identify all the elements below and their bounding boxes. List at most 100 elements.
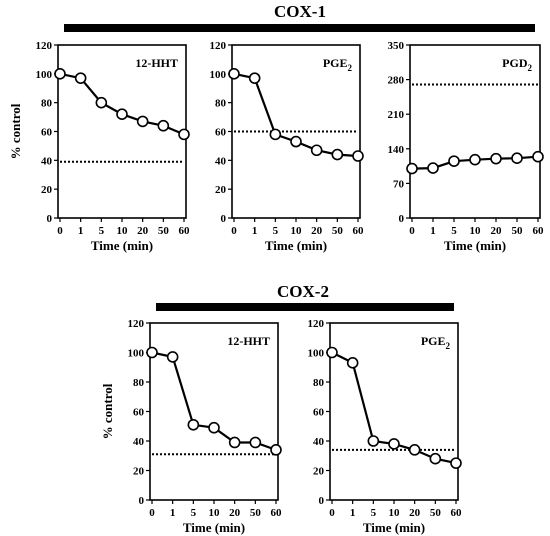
x-tick-label: 20 <box>229 507 241 519</box>
x-tick-label: 10 <box>389 507 401 519</box>
x-tick-label: 60 <box>353 225 365 237</box>
y-tick-label: 0 <box>399 213 405 225</box>
y-tick-label: 100 <box>210 69 227 81</box>
x-tick-label: 0 <box>409 225 415 237</box>
x-tick-label: 60 <box>533 225 545 237</box>
y-tick-label: 100 <box>36 69 53 81</box>
y-tick-label: 100 <box>308 348 325 360</box>
panel-label: 12-HHT <box>135 56 178 70</box>
y-tick-label: 80 <box>313 377 325 389</box>
x-tick-label: 10 <box>117 225 129 237</box>
y-axis-label: % control <box>8 103 23 159</box>
group-bar-cox1 <box>64 24 535 32</box>
y-tick-label: 60 <box>41 127 53 139</box>
x-tick-label: 5 <box>451 225 457 237</box>
data-point <box>54 68 66 80</box>
data-point <box>290 135 302 148</box>
y-tick-label: 0 <box>319 495 325 507</box>
data-point <box>450 457 462 469</box>
data-point <box>532 150 544 163</box>
y-tick-label: 80 <box>41 98 53 110</box>
x-tick-label: 10 <box>209 507 221 519</box>
panel-label-main: PGE <box>323 56 348 70</box>
x-axis-label: Time (min) <box>444 238 506 253</box>
x-tick-label: 50 <box>430 507 442 519</box>
data-point <box>116 108 128 120</box>
data-point <box>367 435 380 447</box>
plot-frame <box>409 44 541 219</box>
y-tick-label: 280 <box>388 75 405 87</box>
y-tick-label: 60 <box>215 127 227 139</box>
y-tick-label: 60 <box>133 407 145 419</box>
x-tick-label: 20 <box>311 225 323 237</box>
y-tick-label: 120 <box>308 318 325 330</box>
x-tick-label: 60 <box>451 507 463 519</box>
x-tick-label: 60 <box>179 225 191 237</box>
data-point <box>178 128 190 141</box>
y-axis-label: % control <box>100 383 115 439</box>
y-tick-label: 120 <box>210 40 227 52</box>
data-point <box>406 162 418 175</box>
y-tick-label: 40 <box>215 155 227 167</box>
y-tick-label: 60 <box>313 407 325 419</box>
x-tick-label: 5 <box>99 225 105 237</box>
x-tick-label: 10 <box>291 225 303 237</box>
data-point <box>352 150 364 162</box>
panel-label: PGE2 <box>323 56 353 73</box>
data-point <box>448 155 460 167</box>
data-point <box>469 153 481 166</box>
data-point <box>249 436 262 449</box>
plot-frame <box>329 322 459 501</box>
y-tick-label: 20 <box>313 466 325 478</box>
x-tick-label: 5 <box>371 507 377 519</box>
y-tick-label: 120 <box>36 40 53 52</box>
x-tick-label: 50 <box>332 225 344 237</box>
x-tick-label: 20 <box>409 507 421 519</box>
y-tick-label: 0 <box>221 213 227 225</box>
panel-label: PGD2 <box>502 56 532 73</box>
y-tick-label: 0 <box>139 495 145 507</box>
panel-label-subscript: 2 <box>446 341 451 351</box>
x-tick-label: 20 <box>491 225 503 237</box>
x-tick-label: 10 <box>470 225 482 237</box>
panel-label-main: 12-HHT <box>135 56 178 70</box>
data-point <box>187 418 200 431</box>
x-tick-label: 0 <box>231 225 237 237</box>
data-point <box>248 72 261 84</box>
y-tick-label: 20 <box>41 184 53 196</box>
x-tick-label: 0 <box>329 507 335 519</box>
x-tick-label: 60 <box>271 507 283 519</box>
y-tick-label: 210 <box>388 109 405 121</box>
panel-label-subscript: 2 <box>348 63 353 73</box>
data-point <box>269 128 282 141</box>
panel-label-main: 12-HHT <box>227 334 270 348</box>
data-point <box>166 351 179 363</box>
plot-frame <box>149 322 279 501</box>
y-tick-label: 70 <box>393 178 405 190</box>
x-tick-label: 0 <box>57 225 63 237</box>
x-axis-label: Time (min) <box>91 238 153 253</box>
series-line <box>151 351 277 451</box>
data-point <box>408 444 421 456</box>
data-point <box>326 346 338 359</box>
chart-panel-1: 0 20 40 60 80 100 120 0 1 5 10 20 50 60 Time (min) PGE2 <box>210 40 365 253</box>
y-tick-label: 20 <box>215 184 227 196</box>
x-tick-label: 50 <box>512 225 524 237</box>
data-point <box>429 452 442 465</box>
chart-panel-4: 0 20 40 60 80 100 120 0 1 5 10 20 50 60 Time (min) PGE2 <box>308 318 463 535</box>
chart-panel-0: 0 20 40 60 80 100 120 0 1 5 10 20 50 60 Time (min) % co… <box>8 40 190 253</box>
data-point <box>146 346 158 359</box>
group-title-cox1: COX-1 <box>274 2 326 21</box>
x-tick-label: 1 <box>78 225 84 237</box>
data-point <box>490 152 502 165</box>
x-axis-label: Time (min) <box>265 238 327 253</box>
chart-panel-3: 0 20 40 60 80 100 120 0 1 5 10 20 50 60 Time (min) % co… <box>100 318 282 535</box>
x-axis-label: Time (min) <box>363 520 425 535</box>
x-tick-label: 1 <box>430 225 436 237</box>
y-tick-label: 40 <box>313 436 325 448</box>
y-tick-label: 20 <box>133 466 145 478</box>
data-point <box>228 436 241 449</box>
data-point <box>208 421 220 434</box>
y-tick-label: 140 <box>388 144 405 156</box>
